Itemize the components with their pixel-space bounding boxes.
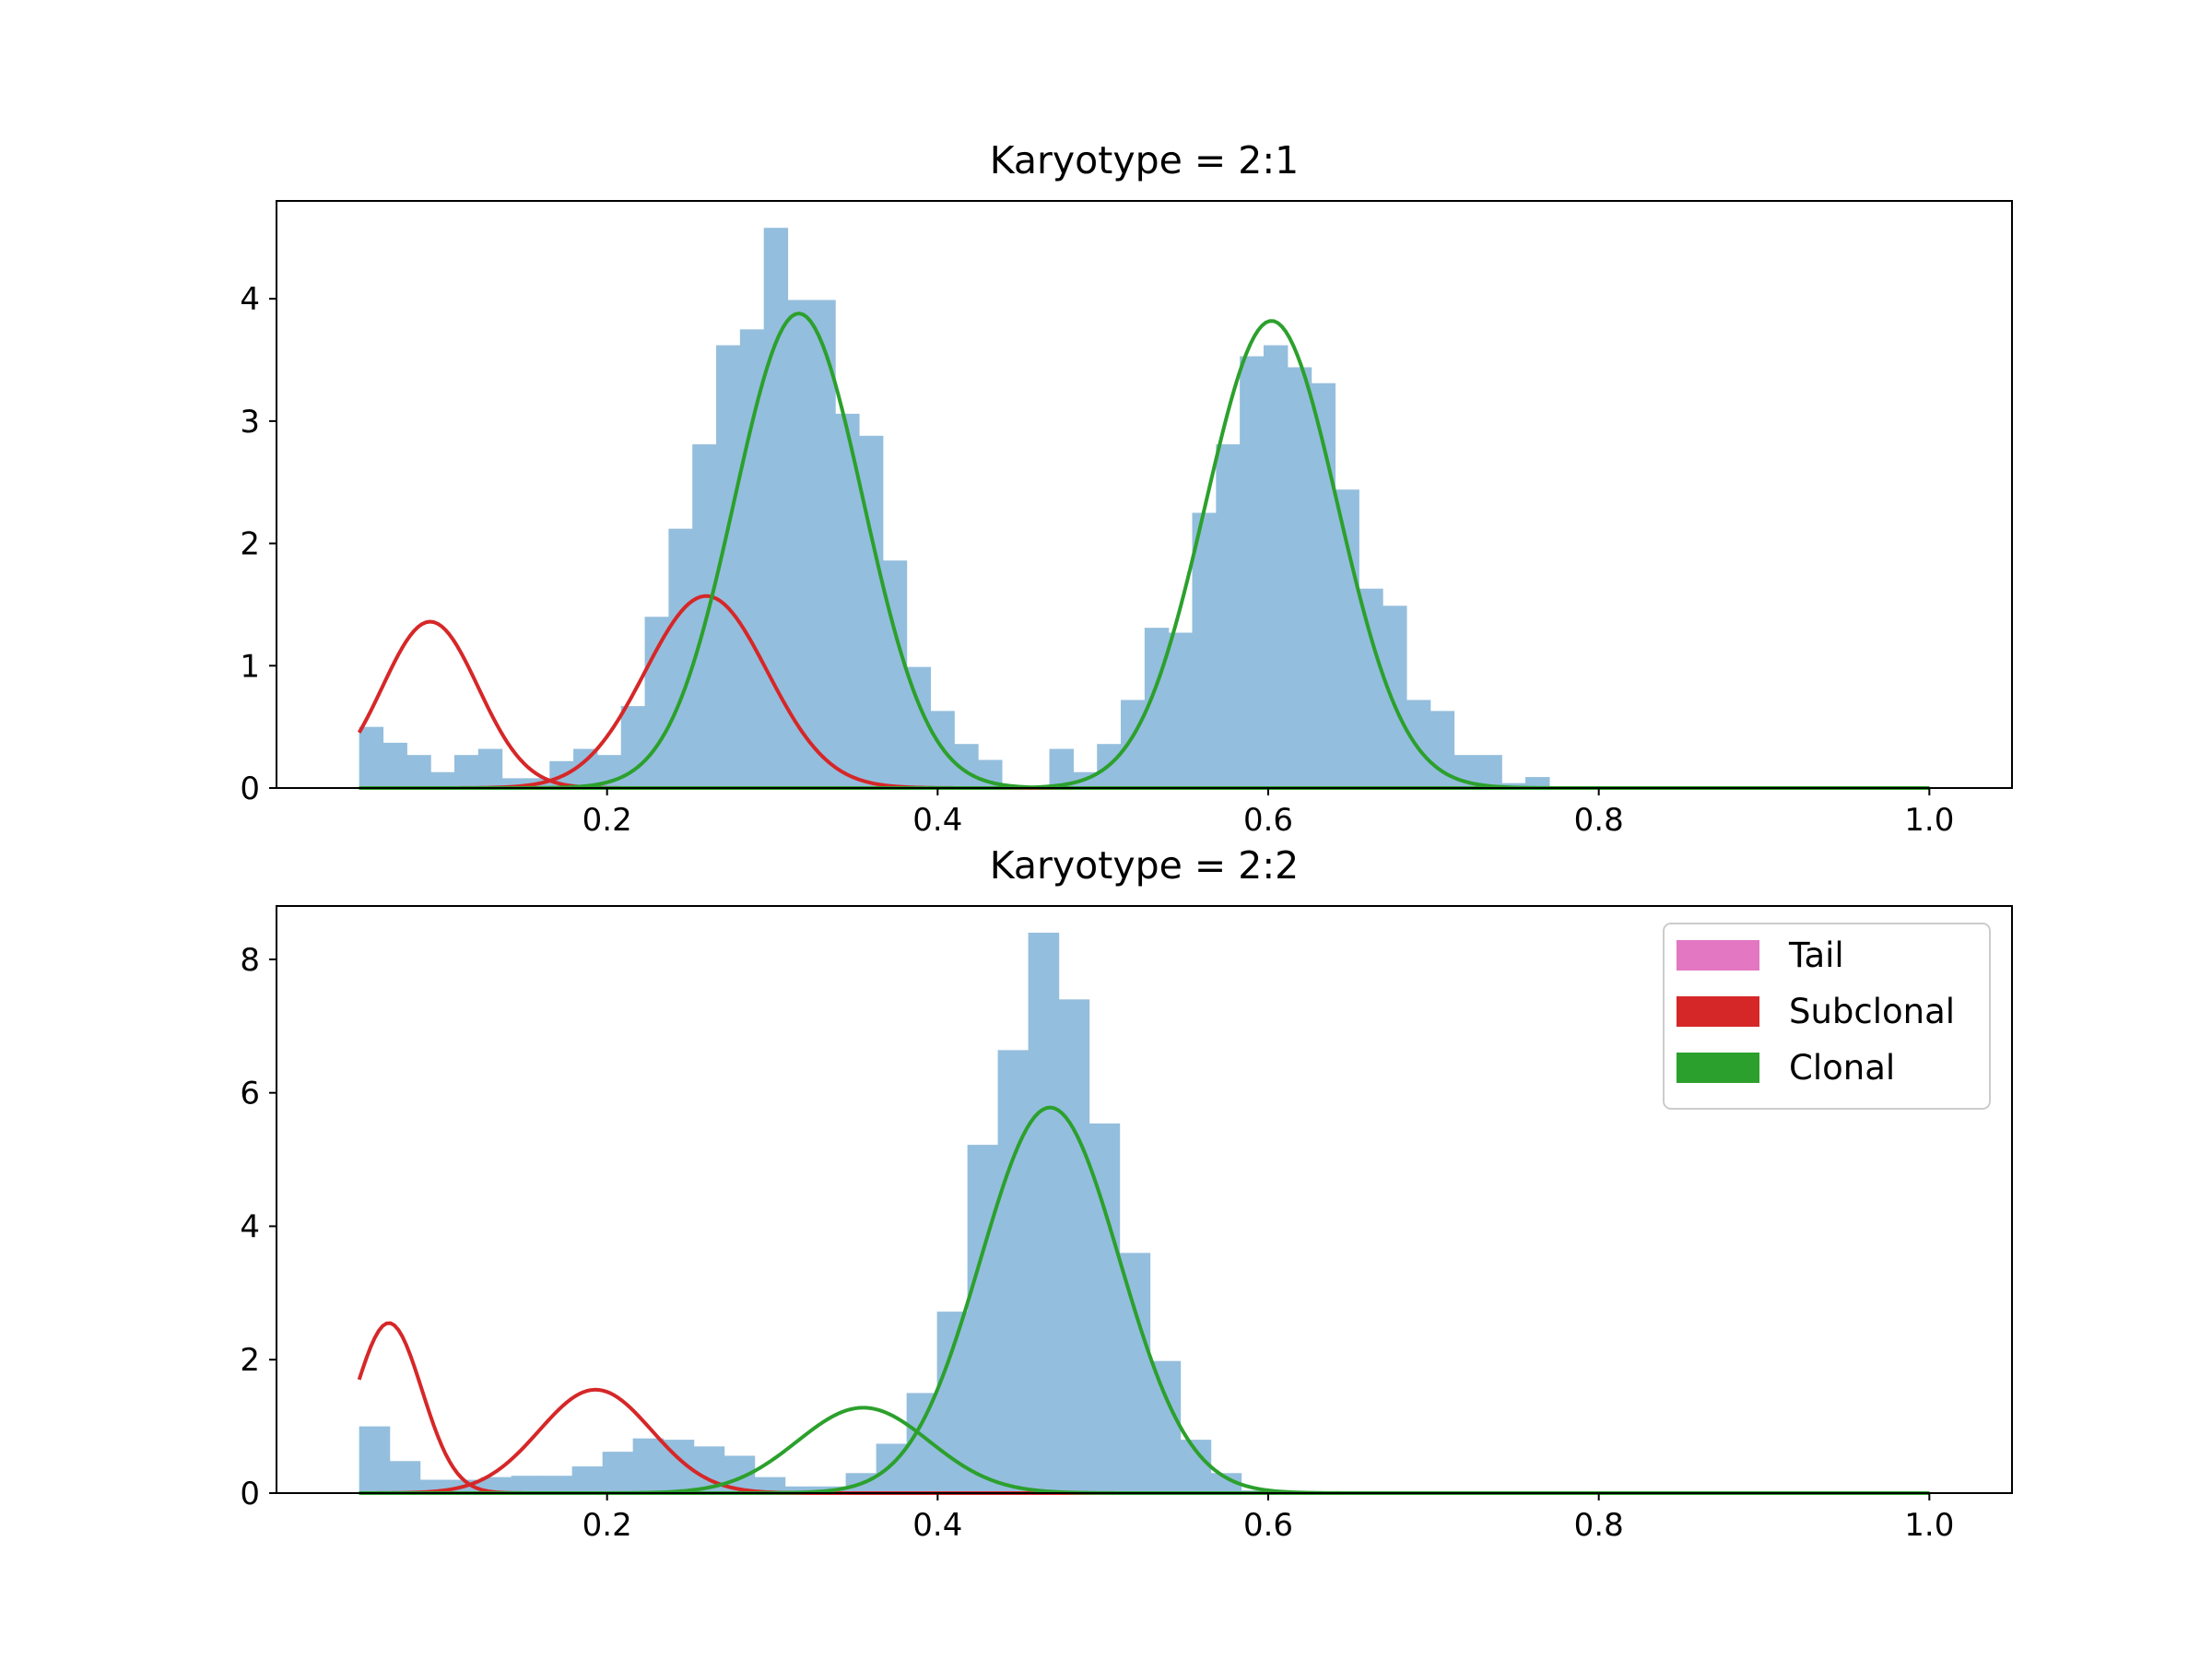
histogram-bar (1335, 489, 1359, 788)
y-tick-label: 0 (240, 771, 260, 807)
histogram-bar (1263, 345, 1288, 788)
histogram-bar (1121, 700, 1146, 788)
histogram-bar (668, 528, 693, 788)
histogram-bar (811, 300, 836, 788)
y-tick-label: 8 (240, 942, 260, 979)
histogram-bar (858, 435, 884, 788)
axes-frame (276, 905, 2013, 1494)
histogram-bar (480, 1477, 512, 1493)
histogram-bar (1028, 932, 1060, 1493)
histogram-bar (835, 413, 860, 788)
x-tick-label: 0.4 (912, 1507, 962, 1544)
x-tick-label: 0.2 (582, 802, 632, 839)
histogram-bar (1525, 777, 1550, 788)
histogram-bar (501, 778, 527, 788)
legend-label: Tail (1788, 935, 1844, 975)
histogram-bar (1049, 748, 1074, 788)
histogram-bar (430, 771, 455, 788)
legend-swatch (1677, 996, 1759, 1027)
axes-frame (276, 200, 2013, 789)
histogram-bar (1287, 367, 1312, 788)
histogram-bar (754, 1477, 786, 1493)
histogram-bar (389, 1461, 421, 1493)
x-tick-label: 0.2 (582, 1507, 632, 1544)
histogram-bar (1149, 1360, 1182, 1493)
histogram-bar (967, 1145, 999, 1493)
x-tick-label: 0.8 (1574, 1507, 1624, 1544)
histogram-bar (1240, 356, 1265, 788)
histogram-bar (359, 726, 384, 788)
histogram-bar (1210, 1473, 1242, 1493)
histogram-bar (787, 300, 812, 788)
histogram-bar (1477, 755, 1502, 788)
x-tick-label: 1.0 (1904, 802, 1954, 839)
histogram-bar (1192, 512, 1217, 788)
histogram-bar (477, 748, 503, 788)
x-tick-label: 0.4 (912, 802, 962, 839)
y-tick-label: 2 (240, 526, 260, 563)
histogram-bar (1088, 1123, 1121, 1493)
histogram-bar (541, 1476, 573, 1493)
histogram-bar (936, 1312, 969, 1493)
x-tick-label: 0.8 (1574, 802, 1624, 839)
y-tick-label: 0 (240, 1476, 260, 1512)
legend-swatch (1677, 940, 1759, 971)
x-tick-label: 0.6 (1243, 802, 1293, 839)
chart-title: Karyotype = 2:1 (990, 138, 1300, 182)
legend-swatch (1677, 1053, 1759, 1083)
histogram-bar (511, 1476, 543, 1493)
histogram-bar (1216, 444, 1241, 788)
histogram-bar (692, 444, 717, 788)
y-tick-label: 6 (240, 1076, 260, 1112)
histogram-bar (1119, 1253, 1151, 1493)
histogram-bar (571, 1466, 604, 1493)
histogram-bar (1058, 999, 1090, 1493)
histogram-bar (1501, 782, 1526, 788)
histogram-bar (784, 1486, 817, 1493)
histogram-bar (359, 1426, 391, 1493)
histogram-bar (406, 755, 431, 788)
histogram-bar (602, 1452, 634, 1493)
legend-label: Subclonal (1789, 992, 1955, 1031)
x-tick-label: 0.6 (1243, 1507, 1293, 1544)
histogram-bar (644, 617, 669, 788)
legend: Tail Subclonal Clonal (1663, 923, 1991, 1110)
histogram-bar (453, 755, 479, 788)
y-tick-label: 1 (240, 648, 260, 685)
histogram-bar (1168, 632, 1194, 788)
x-tick-label: 1.0 (1904, 1507, 1954, 1544)
y-tick-label: 3 (240, 404, 260, 441)
y-tick-label: 4 (240, 1208, 260, 1245)
histogram-panel-karyotype-2-2: 0.2 0.4 0.6 0.8 1.0 0 2 4 6 8 Karyotype = 2:2 Tail S… (240, 843, 2013, 1544)
histogram-bar (1406, 700, 1431, 788)
histogram-bar (632, 1438, 665, 1493)
histogram-bar (763, 228, 789, 788)
histogram-panel-karyotype-2-1: 0.2 0.4 0.6 0.8 1.0 0 1 2 3 4 Karyotype = 2:1 (240, 138, 2013, 839)
histogram-bar (1359, 588, 1383, 788)
histogram-bar (997, 1050, 1030, 1493)
histogram-bar (739, 329, 765, 788)
histogram-bar (382, 742, 407, 788)
chart-title: Karyotype = 2:2 (990, 843, 1300, 888)
y-tick-label: 4 (240, 281, 260, 318)
y-tick-label: 2 (240, 1342, 260, 1379)
legend-label: Clonal (1789, 1048, 1895, 1088)
histogram-bar (1382, 606, 1407, 788)
